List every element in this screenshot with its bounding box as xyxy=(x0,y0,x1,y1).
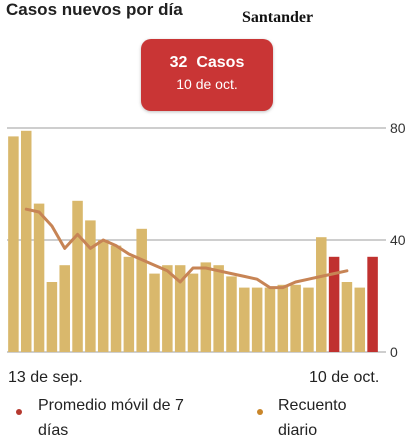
bar xyxy=(162,265,173,352)
x-axis-start-label: 13 de sep. xyxy=(8,369,83,386)
x-axis-end-label: 10 de oct. xyxy=(309,369,380,386)
y-tick-label: 80 xyxy=(390,120,406,136)
bar xyxy=(354,287,366,352)
legend-dot-daily xyxy=(257,409,263,415)
bar xyxy=(46,282,58,352)
legend-average-line2: días xyxy=(38,422,69,439)
bar xyxy=(264,287,276,352)
bar xyxy=(8,136,19,352)
bar xyxy=(123,256,135,352)
bar xyxy=(290,284,301,352)
bar xyxy=(85,220,96,352)
bar xyxy=(59,265,70,352)
region-name: Santander xyxy=(242,9,314,26)
bar xyxy=(20,130,32,352)
bar xyxy=(213,265,224,352)
bar xyxy=(316,237,327,352)
bar xyxy=(97,240,109,352)
chart-title: Casos nuevos por día xyxy=(6,0,183,19)
y-tick-label: 0 xyxy=(390,344,398,360)
data-tooltip: 32 Casos 10 de oct. xyxy=(141,39,273,111)
bar-highlighted xyxy=(367,256,378,352)
tooltip-count: 32 Casos xyxy=(169,54,245,71)
legend-dot-average xyxy=(16,409,22,415)
bar xyxy=(277,284,289,352)
moving-average-line xyxy=(24,207,349,290)
bar xyxy=(303,287,314,352)
legend-daily-line2: diario xyxy=(278,422,318,439)
bar xyxy=(226,276,237,352)
bar xyxy=(136,228,147,352)
bar xyxy=(72,200,83,352)
legend-label-average[interactable]: Promedio móvil de 7 días xyxy=(38,393,184,443)
bar xyxy=(341,282,353,352)
legend-label-daily[interactable]: Recuento diario xyxy=(278,393,347,443)
bar xyxy=(33,203,45,352)
bar xyxy=(110,245,122,352)
bar-highlighted xyxy=(328,256,340,352)
bar xyxy=(239,287,250,352)
bar xyxy=(187,273,199,352)
y-tick-label: 40 xyxy=(390,232,406,248)
legend-daily-line1: Recuento xyxy=(278,397,347,414)
tooltip-date: 10 de oct. xyxy=(176,76,238,92)
bar xyxy=(174,265,186,352)
bar xyxy=(149,273,160,352)
legend-average-line1: Promedio móvil de 7 xyxy=(38,397,184,414)
bar xyxy=(200,262,212,352)
bar xyxy=(251,287,263,352)
